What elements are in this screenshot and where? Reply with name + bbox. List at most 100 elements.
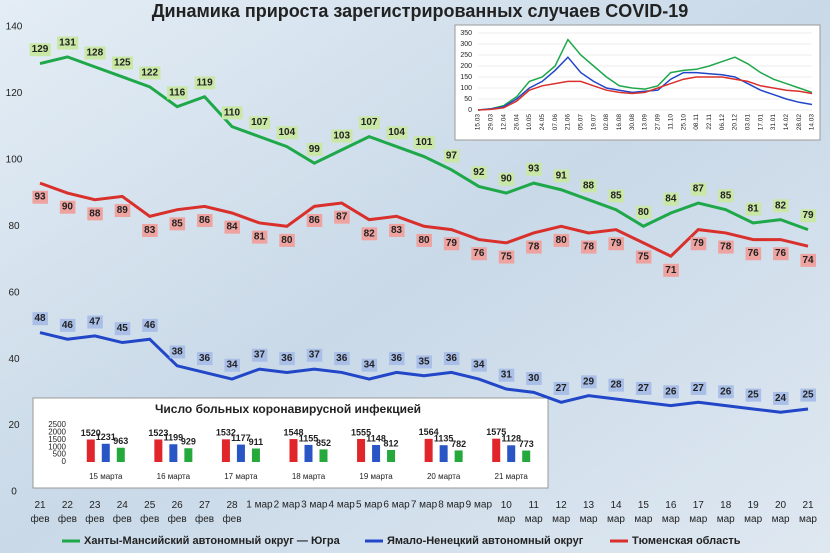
data-label-bg	[87, 207, 103, 221]
y-tick-label: 120	[6, 88, 23, 99]
legend-label: Тюменская область	[632, 535, 741, 547]
bar	[319, 449, 328, 462]
bar	[357, 438, 366, 462]
data-label: 74	[802, 255, 814, 266]
x-tick-label: 15 марта	[89, 472, 123, 481]
data-label: 101	[416, 137, 433, 148]
data-label: 1177	[231, 433, 251, 443]
x-tick-label: 27.09	[655, 114, 662, 131]
data-label: 1555	[351, 427, 371, 437]
x-tick-label: 16 марта	[157, 472, 191, 481]
data-label-bg	[635, 205, 652, 219]
x-tick-label: 07.06	[552, 114, 559, 131]
data-label-bg	[745, 202, 762, 216]
data-label-bg	[718, 385, 734, 399]
bar	[372, 445, 381, 462]
data-label: 46	[144, 320, 156, 331]
data-label-bg	[331, 129, 353, 143]
x-tick-label: 19.07	[590, 114, 597, 131]
data-label: 79	[610, 238, 622, 249]
x-tick-label: 21 марта	[495, 472, 529, 481]
bar	[387, 449, 396, 462]
x-tick-label: 18 мар	[717, 500, 735, 525]
data-label-bg	[224, 358, 240, 372]
data-label: 1548	[283, 427, 303, 437]
x-tick-label: 24 фев	[113, 500, 132, 525]
data-label: 87	[693, 184, 705, 195]
y-tick-label: 1500	[48, 435, 66, 444]
x-tick-label: 20 мар	[772, 500, 790, 525]
data-label-bg	[443, 149, 460, 163]
bar	[169, 444, 178, 462]
legend-label: Ямало-Ненецкий автономный округ	[387, 535, 584, 547]
data-label: 1199	[164, 433, 184, 443]
data-label-bg	[745, 388, 762, 402]
data-label-bg	[361, 227, 378, 241]
data-label: 35	[418, 356, 430, 367]
data-label: 36	[199, 353, 211, 364]
y-tick-label: 140	[6, 22, 23, 33]
data-label-bg	[635, 250, 652, 264]
bar	[289, 439, 298, 462]
data-label-bg	[114, 204, 131, 218]
data-label: 110	[224, 107, 241, 118]
bar	[492, 438, 501, 462]
data-label: 107	[361, 117, 378, 128]
data-label-bg	[718, 240, 734, 254]
x-tick-label: 6 мар	[383, 500, 410, 511]
data-label-bg	[194, 76, 216, 90]
data-label-bg	[745, 247, 762, 261]
data-label-bg	[169, 345, 186, 359]
data-label-bg	[663, 263, 679, 277]
data-label: 88	[89, 208, 101, 219]
y-tick-label: 80	[8, 221, 20, 232]
data-label: 129	[32, 44, 49, 55]
data-label-bg	[635, 381, 652, 395]
bar	[522, 450, 531, 462]
data-label-bg	[471, 358, 487, 372]
data-label-bg	[386, 126, 408, 140]
data-label: 773	[519, 439, 534, 449]
data-label-bg	[498, 250, 515, 264]
data-label-bg	[581, 375, 597, 389]
y-tick-label: 2500	[48, 420, 66, 429]
data-label: 26	[665, 386, 677, 397]
data-label-bg	[389, 352, 405, 366]
data-label: 83	[391, 225, 403, 236]
data-label-bg	[800, 253, 816, 267]
x-tick-label: 7 мар	[411, 500, 438, 511]
bar	[424, 438, 433, 462]
data-label-bg	[471, 166, 487, 180]
data-label: 47	[89, 317, 101, 328]
bar	[116, 447, 125, 462]
data-label: 81	[254, 232, 266, 243]
x-tick-label: 03.01	[744, 114, 751, 131]
x-tick-label: 20.12	[732, 114, 739, 131]
x-tick-label: 14 мар	[607, 500, 625, 525]
data-label-bg	[167, 86, 188, 100]
data-label: 85	[172, 218, 184, 229]
data-label-bg	[334, 352, 350, 366]
x-tick-label: 30.08	[629, 114, 636, 131]
data-label: 1148	[366, 433, 386, 443]
y-tick-label: 300	[460, 41, 472, 48]
data-label: 103	[333, 131, 350, 142]
data-label: 79	[802, 210, 814, 221]
x-tick-label: 15 мар	[634, 500, 652, 525]
data-label: 1135	[434, 434, 454, 444]
data-label: 78	[720, 242, 732, 253]
x-tick-label: 19 марта	[359, 472, 393, 481]
bar	[86, 439, 95, 462]
data-label-bg	[608, 189, 624, 203]
data-label: 90	[62, 202, 74, 213]
x-tick-label: 26.04	[513, 114, 520, 131]
data-label: 36	[281, 353, 293, 364]
series-line	[477, 38, 813, 111]
data-label-bg	[111, 56, 134, 70]
data-label: 34	[364, 360, 376, 371]
y-tick-label: 50	[464, 96, 472, 103]
data-label: 119	[197, 77, 214, 88]
x-tick-label: 16.08	[616, 114, 623, 131]
data-label-bg	[32, 190, 48, 204]
bar	[304, 444, 313, 462]
